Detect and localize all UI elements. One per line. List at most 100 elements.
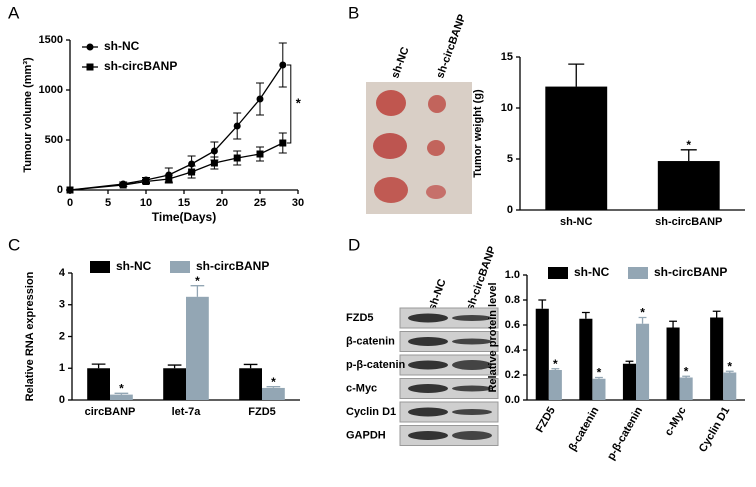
significance-mark: *	[727, 359, 732, 373]
y-axis-label: Tumour volume (mm³)	[22, 57, 34, 173]
error-bar	[712, 310, 721, 318]
significance-mark: *	[640, 306, 645, 320]
significance-mark: *	[684, 364, 689, 378]
blot-band	[452, 409, 492, 415]
error-bar	[581, 311, 590, 319]
significance-mark: *	[271, 375, 276, 389]
x-tick-label: FZD5	[534, 405, 558, 435]
bar	[622, 363, 636, 400]
legend-marker	[86, 63, 94, 71]
error-bar	[568, 63, 585, 87]
blot-row-label: p-β-catenin	[346, 359, 406, 371]
blot-band	[452, 315, 492, 321]
error-bar	[725, 370, 734, 373]
legend-label: sh-circBANP	[196, 259, 269, 273]
bar	[657, 161, 720, 210]
marker	[279, 61, 287, 69]
marker	[256, 150, 264, 158]
x-tick-label: 20	[216, 197, 228, 209]
error-bar	[243, 363, 258, 369]
x-tick-label: 10	[140, 197, 152, 209]
blot-row-label: FZD5	[346, 312, 374, 324]
error-bar	[638, 316, 647, 324]
blot-band	[452, 431, 492, 440]
blot-strip	[399, 378, 499, 399]
x-tick-label: p-β-catenin	[605, 405, 645, 463]
significance-mark: *	[686, 138, 691, 152]
blot-band	[408, 313, 448, 323]
tumor-photo	[366, 82, 472, 214]
error-bar	[114, 392, 129, 395]
marker	[256, 95, 264, 103]
bar	[163, 368, 186, 400]
y-tick-label: 1.0	[505, 269, 520, 281]
legend-swatch	[170, 261, 190, 273]
blot-band	[408, 337, 448, 346]
annotation: *	[296, 95, 302, 110]
x-tick-label: 25	[254, 197, 266, 209]
error-bar	[91, 363, 106, 369]
y-tick-label: 0.8	[505, 294, 520, 306]
error-bar	[595, 376, 603, 379]
bar	[679, 377, 693, 400]
error-bar	[190, 285, 205, 297]
significance-mark: *	[195, 274, 200, 288]
bar	[723, 372, 737, 400]
blot-band	[452, 338, 492, 345]
x-tick-label: Cyclin D1	[697, 405, 732, 454]
y-axis-label: Relative RNA expression	[24, 271, 36, 401]
y-axis-label: Relative protein level	[487, 282, 499, 392]
bar	[636, 323, 650, 400]
bar	[579, 318, 593, 400]
error-bar	[538, 299, 547, 309]
y-tick-label: 4	[59, 267, 66, 279]
blot-row-label: Cyclin D1	[346, 406, 396, 418]
x-tick-label: 15	[178, 197, 190, 209]
y-tick-label: 500	[45, 134, 63, 146]
series-line	[69, 142, 284, 191]
legend-label: sh-circBANP	[654, 265, 727, 279]
legend-label: sh-circBANP	[104, 59, 177, 73]
y-tick-label: 0.2	[505, 369, 520, 381]
x-tick-label: sh-NC	[560, 216, 592, 228]
y-tick-label: 10	[501, 102, 513, 114]
y-tick-label: 3	[59, 299, 65, 311]
significance-mark: *	[553, 357, 558, 371]
bar	[262, 387, 285, 400]
marker	[233, 122, 241, 130]
legend-marker	[86, 43, 94, 51]
bar	[110, 394, 133, 400]
blot-row-label: β-catenin	[346, 335, 395, 347]
legend-label: sh-NC	[116, 259, 152, 273]
legend-label: sh-NC	[574, 265, 610, 279]
error-bar	[682, 375, 691, 378]
bar	[548, 370, 562, 400]
bar	[239, 368, 262, 400]
y-tick-label: 1500	[39, 34, 63, 46]
legend-swatch	[90, 261, 110, 273]
panel-label: A	[8, 3, 20, 22]
legend-label: sh-NC	[104, 39, 140, 53]
y-tick-label: 0	[59, 394, 65, 406]
x-axis-label: Time(Days)	[152, 210, 216, 224]
y-tick-label: 0	[57, 184, 63, 196]
panel-label: B	[348, 3, 359, 22]
x-tick-label: FZD5	[248, 406, 276, 418]
y-tick-label: 15	[501, 51, 513, 63]
marker	[165, 175, 173, 183]
marker	[119, 181, 127, 189]
x-tick-label: β-catenin	[567, 405, 602, 454]
bar	[186, 296, 209, 400]
error-bar	[669, 320, 677, 328]
blot-band	[408, 384, 448, 393]
marker	[210, 159, 218, 167]
blot-row-label: c-Myc	[346, 382, 377, 394]
blot-strip	[399, 331, 499, 352]
bar	[545, 86, 608, 210]
significance-mark: *	[597, 366, 602, 380]
marker	[188, 168, 196, 176]
x-tick-label: sh-circBANP	[655, 216, 722, 228]
error-bar	[551, 368, 560, 370]
panel-label: C	[8, 235, 20, 254]
